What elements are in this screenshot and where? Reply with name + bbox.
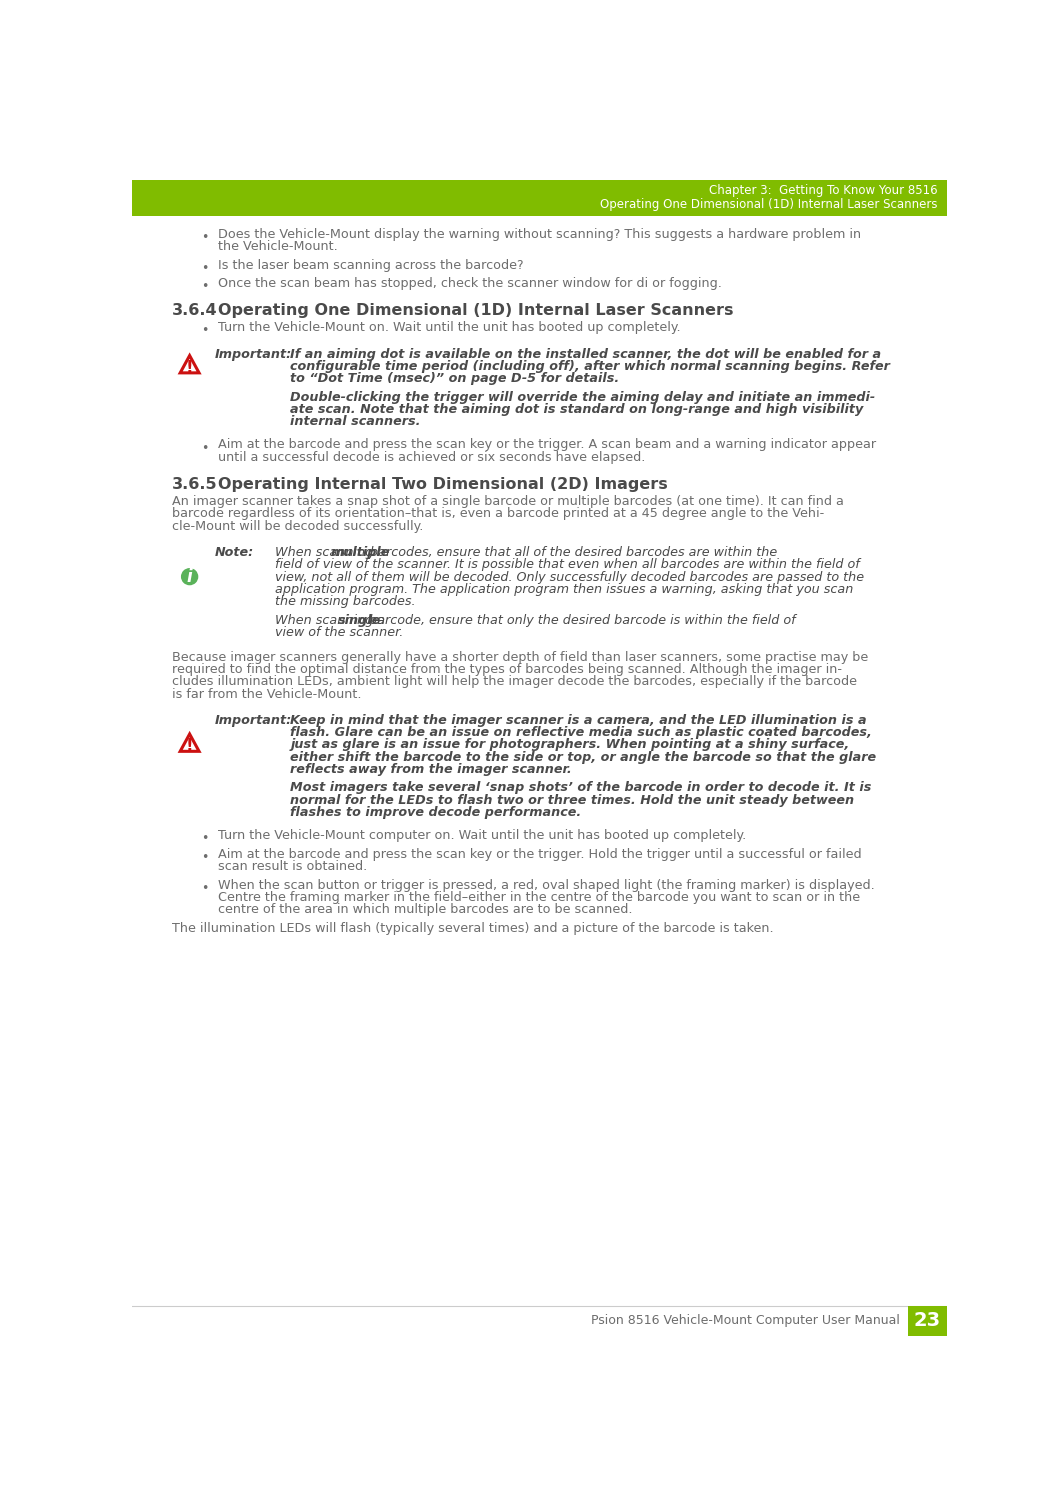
Text: is far from the Vehicle-Mount.: is far from the Vehicle-Mount. <box>171 687 361 701</box>
Text: flashes to improve decode performance.: flashes to improve decode performance. <box>290 806 582 820</box>
Text: •: • <box>201 281 208 293</box>
Text: Important:: Important: <box>215 714 291 726</box>
Text: Chapter 3:  Getting To Know Your 8516: Chapter 3: Getting To Know Your 8516 <box>709 185 937 198</box>
Text: Does the Vehicle-Mount display the warning without scanning? This suggests a har: Does the Vehicle-Mount display the warni… <box>219 228 862 240</box>
Text: When scanning: When scanning <box>275 546 377 558</box>
Text: Is the laser beam scanning across the barcode?: Is the laser beam scanning across the ba… <box>219 258 524 272</box>
Bar <box>908 1306 947 1336</box>
Text: until a successful decode is achieved or six seconds have elapsed.: until a successful decode is achieved or… <box>219 450 646 464</box>
Text: •: • <box>201 231 208 245</box>
Text: reflects away from the imager scanner.: reflects away from the imager scanner. <box>290 763 572 776</box>
Text: barcode regardless of its orientation–that is, even a barcode printed at a 45 de: barcode regardless of its orientation–th… <box>171 507 824 521</box>
Text: flash. Glare can be an issue on reflective media such as plastic coated barcodes: flash. Glare can be an issue on reflecti… <box>290 726 872 738</box>
Text: Because imager scanners generally have a shorter depth of field than laser scann: Because imager scanners generally have a… <box>171 650 868 663</box>
Text: normal for the LEDs to flash two or three times. Hold the unit steady between: normal for the LEDs to flash two or thre… <box>290 794 854 808</box>
Text: ate scan. Note that the aiming dot is standard on long-range and high visibility: ate scan. Note that the aiming dot is st… <box>290 404 864 416</box>
Text: Important:: Important: <box>215 348 291 360</box>
Text: An imager scanner takes a snap shot of a single barcode or multiple barcodes (at: An imager scanner takes a snap shot of a… <box>171 495 844 507</box>
Text: barcodes, ensure that all of the desired barcodes are within the: barcodes, ensure that all of the desired… <box>366 546 776 558</box>
Text: the missing barcodes.: the missing barcodes. <box>275 596 416 608</box>
Text: barcode, ensure that only the desired barcode is within the field of: barcode, ensure that only the desired ba… <box>365 614 795 626</box>
Text: field of view of the scanner. It is possible that even when all barcodes are wit: field of view of the scanner. It is poss… <box>275 558 859 572</box>
Text: •: • <box>201 441 208 455</box>
Text: cle-Mount will be decoded successfully.: cle-Mount will be decoded successfully. <box>171 519 423 533</box>
Text: view of the scanner.: view of the scanner. <box>275 626 403 639</box>
Text: •: • <box>201 881 208 895</box>
Text: The illumination LEDs will flash (typically several times) and a picture of the : The illumination LEDs will flash (typica… <box>171 922 773 935</box>
Text: Aim at the barcode and press the scan key or the trigger. A scan beam and a warn: Aim at the barcode and press the scan ke… <box>219 438 876 452</box>
Text: configurable time period (including off), after which normal scanning begins. Re: configurable time period (including off)… <box>290 360 890 372</box>
Text: Operating One Dimensional (1D) Internal Laser Scanners: Operating One Dimensional (1D) Internal … <box>600 198 937 212</box>
Text: Once the scan beam has stopped, check the scanner window for di or fogging.: Once the scan beam has stopped, check th… <box>219 278 722 290</box>
Text: centre of the area in which multiple barcodes are to be scanned.: centre of the area in which multiple bar… <box>219 904 633 916</box>
Polygon shape <box>180 734 199 752</box>
Text: Operating One Dimensional (1D) Internal Laser Scanners: Operating One Dimensional (1D) Internal … <box>219 303 734 318</box>
Text: the Vehicle-Mount.: the Vehicle-Mount. <box>219 240 338 254</box>
Text: single: single <box>338 614 382 626</box>
Text: application program. The application program then issues a warning, asking that : application program. The application pro… <box>275 582 853 596</box>
Text: multiple: multiple <box>330 546 389 558</box>
Text: internal scanners.: internal scanners. <box>290 416 421 428</box>
Text: 3.6.5: 3.6.5 <box>171 477 218 492</box>
Text: cludes illumination LEDs, ambient light will help the imager decode the barcodes: cludes illumination LEDs, ambient light … <box>171 675 856 689</box>
Text: 3.6.4: 3.6.4 <box>171 303 218 318</box>
Polygon shape <box>180 356 199 372</box>
Text: !: ! <box>186 737 194 755</box>
Text: Aim at the barcode and press the scan key or the trigger. Hold the trigger until: Aim at the barcode and press the scan ke… <box>219 848 862 860</box>
Bar <box>132 180 947 216</box>
Text: to “Dot Time (msec)” on page D-5 for details.: to “Dot Time (msec)” on page D-5 for det… <box>290 372 620 386</box>
Text: When scanning a: When scanning a <box>275 614 389 626</box>
Text: scan result is obtained.: scan result is obtained. <box>219 860 367 874</box>
Text: •: • <box>201 324 208 338</box>
Text: Psion 8516 Vehicle-Mount Computer User Manual: Psion 8516 Vehicle-Mount Computer User M… <box>591 1315 901 1327</box>
Text: Operating Internal Two Dimensional (2D) Imagers: Operating Internal Two Dimensional (2D) … <box>219 477 668 492</box>
Text: Double-clicking the trigger will override the aiming delay and initiate an immed: Double-clicking the trigger will overrid… <box>290 390 875 404</box>
Text: required to find the optimal distance from the types of barcodes being scanned. : required to find the optimal distance fr… <box>171 663 842 675</box>
Text: If an aiming dot is available on the installed scanner, the dot will be enabled : If an aiming dot is available on the ins… <box>290 348 882 360</box>
Text: Turn the Vehicle-Mount on. Wait until the unit has booted up completely.: Turn the Vehicle-Mount on. Wait until th… <box>219 321 681 335</box>
Text: •: • <box>201 851 208 863</box>
Text: 23: 23 <box>914 1312 940 1330</box>
Text: just as glare is an issue for photographers. When pointing at a shiny surface,: just as glare is an issue for photograph… <box>290 738 850 752</box>
Bar <box>132 1306 947 1336</box>
Text: Centre the framing marker in the field–either in the centre of the barcode you w: Centre the framing marker in the field–e… <box>219 890 861 904</box>
Text: •: • <box>201 833 208 845</box>
Text: !: ! <box>186 359 194 377</box>
Text: Turn the Vehicle-Mount computer on. Wait until the unit has booted up completely: Turn the Vehicle-Mount computer on. Wait… <box>219 829 747 842</box>
Text: either shift the barcode to the side or top, or angle the barcode so that the gl: either shift the barcode to the side or … <box>290 750 876 764</box>
Text: •: • <box>201 261 208 275</box>
Text: Keep in mind that the imager scanner is a camera, and the LED illumination is a: Keep in mind that the imager scanner is … <box>290 714 867 726</box>
Text: When the scan button or trigger is pressed, a red, oval shaped light (the framin: When the scan button or trigger is press… <box>219 878 875 892</box>
Text: i: i <box>187 569 193 587</box>
Circle shape <box>181 567 199 585</box>
Text: view, not all of them will be decoded. Only successfully decoded barcodes are pa: view, not all of them will be decoded. O… <box>275 570 864 584</box>
Text: Most imagers take several ‘snap shots’ of the barcode in order to decode it. It : Most imagers take several ‘snap shots’ o… <box>290 782 872 794</box>
Text: Note:: Note: <box>215 546 254 558</box>
